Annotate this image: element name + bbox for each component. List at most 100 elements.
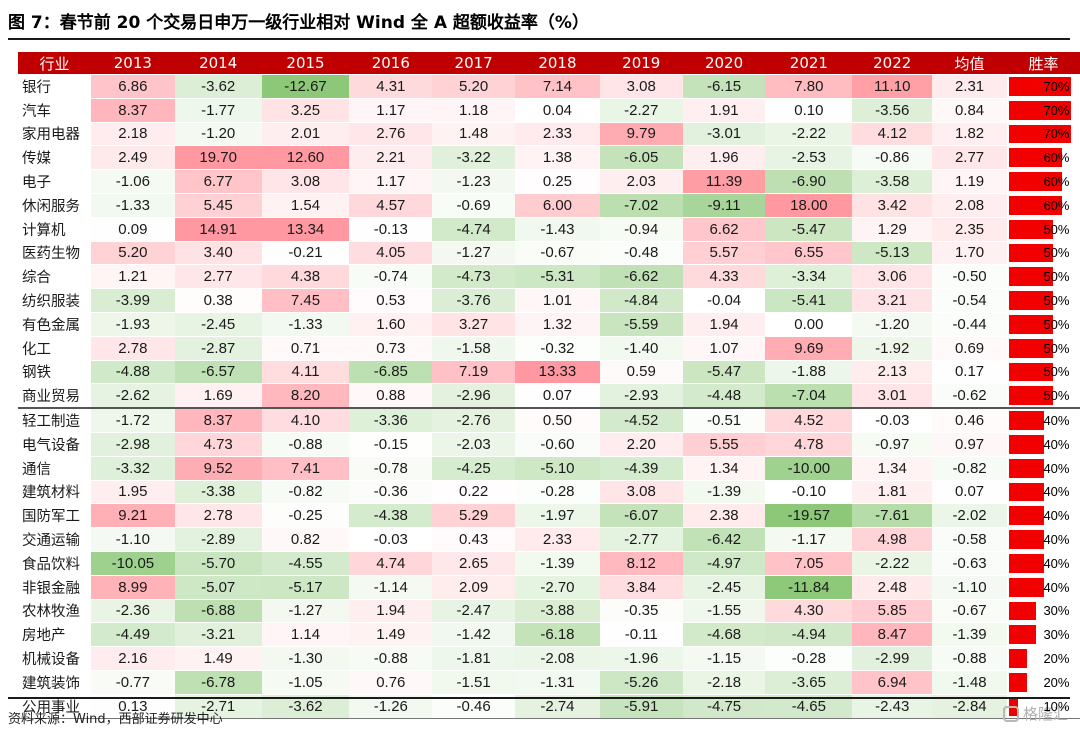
logo-icon [1002,705,1019,722]
value-cell: -0.15 [349,431,433,457]
mean-cell: 0.17 [932,359,1007,384]
value-cell: -5.31 [515,264,600,289]
industry-cell: 轻工制造 [18,407,91,433]
value-cell: 8.47 [852,622,933,647]
value-cell: 2.16 [90,646,175,671]
win-rate-bar [1008,411,1045,430]
value-cell: -12.67 [261,74,350,99]
industry-cell: 有色金属 [18,311,91,337]
value-cell: -1.23 [432,169,516,194]
win-rate-bar [1008,553,1045,573]
industry-cell: 交通运输 [18,527,91,552]
win-rate-bar [1008,577,1045,597]
bottom-rule [8,697,1070,699]
win-rate-label: 40% [1043,532,1070,548]
value-cell: 8.37 [90,97,175,123]
value-cell: -1.97 [515,503,600,528]
value-cell: -5.59 [599,311,683,337]
value-cell: -4.94 [765,622,853,647]
value-cell: -0.36 [349,479,433,504]
value-cell: 2.65 [432,550,516,576]
value-cell: 18.00 [765,192,853,218]
value-cell: 2.01 [261,121,350,146]
value-cell: 3.25 [261,97,350,123]
value-cell: -0.10 [765,479,853,504]
value-cell: -1.33 [261,311,350,337]
industry-cell: 食品饮料 [18,550,91,576]
value-cell: 2.48 [852,574,933,600]
value-cell: 0.07 [515,383,600,409]
win-rate-bar [1008,672,1027,692]
table-row: 交通运输 -1.10 -2.89 0.82 -0.03 0.43 2.33 -2.77 -6.4… [18,527,1080,552]
table-row: 建筑材料 1.95 -3.38 -0.82 -0.36 0.22 -0.28 3.08 -1.3… [18,479,1080,504]
value-cell: -0.94 [599,216,683,242]
value-cell: 0.22 [432,479,516,504]
value-cell: 1.96 [682,145,766,170]
win-rate-cell: 40% [1006,550,1080,576]
industry-cell: 休闲服务 [18,192,91,218]
value-cell: -4.74 [432,216,516,242]
win-rate-bar [1008,530,1045,549]
win-rate-label: 30% [1043,603,1070,619]
mean-cell: -0.62 [932,383,1007,409]
value-cell: 1.54 [261,192,350,218]
value-cell: 3.08 [599,479,683,504]
win-rate-cell: 60% [1006,169,1080,194]
value-cell: -2.22 [852,550,933,576]
table-row: 汽车 8.37 -1.77 3.25 1.17 1.18 0.04 -2.27 1.91 0.10… [18,97,1080,123]
value-cell: -0.69 [432,192,516,218]
value-cell: -0.97 [852,431,933,457]
value-cell: -1.92 [852,335,933,361]
value-cell: 7.41 [261,455,350,481]
value-cell: 0.73 [349,335,433,361]
header-cell: 2022 [852,52,933,75]
value-cell: -1.39 [515,550,600,576]
value-cell: -1.33 [90,192,175,218]
value-cell: -6.85 [349,359,433,384]
value-cell: 1.32 [515,311,600,337]
win-rate-bar [1008,172,1063,191]
value-cell: -3.99 [90,288,175,313]
value-cell: 7.14 [515,74,600,99]
win-rate-label: 40% [1043,508,1070,524]
value-cell: -4.84 [599,288,683,313]
value-cell: -4.25 [432,455,516,481]
value-cell: 4.57 [349,192,433,218]
value-cell: 13.33 [515,359,600,384]
mean-cell: 2.77 [932,145,1007,170]
value-cell: 4.73 [174,431,262,457]
value-cell: 6.86 [90,74,175,99]
win-rate-label: 40% [1043,579,1070,595]
figure-title: 图 7：春节前 20 个交易日申万一级行业相对 Wind 全 A 超额收益率（%… [8,13,589,33]
win-rate-cell: 40% [1006,503,1080,528]
value-cell: 5.57 [682,240,766,265]
value-cell: -2.18 [682,669,766,695]
header-cell: 行业 [18,52,91,75]
win-rate-bar [1008,362,1054,382]
value-cell: -0.88 [349,646,433,671]
value-cell: 5.20 [90,240,175,265]
value-cell: -0.03 [852,407,933,433]
value-cell: -6.07 [599,503,683,528]
value-cell: -2.77 [599,527,683,552]
value-cell: -1.05 [261,669,350,695]
value-cell: -1.72 [90,407,175,433]
value-cell: 3.08 [599,74,683,99]
value-cell: -1.20 [174,121,262,146]
industry-cell: 非银金融 [18,574,91,600]
value-cell: -5.47 [682,359,766,384]
value-cell: -10.05 [90,550,175,576]
value-cell: -0.03 [349,527,433,552]
win-rate-cell: 70% [1006,74,1080,99]
win-rate-label: 50% [1043,221,1070,237]
win-rate-bar [1008,77,1071,96]
value-cell: 0.53 [349,288,433,313]
value-cell: -0.25 [261,503,350,528]
win-rate-cell: 40% [1006,527,1080,552]
mean-cell: -0.63 [932,550,1007,576]
table-row: 有色金属 -1.93 -2.45 -1.33 1.60 3.27 1.32 -5.59 1.94… [18,311,1080,337]
value-cell: 2.49 [90,145,175,170]
value-cell: -0.74 [349,264,433,289]
value-cell: 4.05 [349,240,433,265]
value-cell: -7.61 [852,503,933,528]
